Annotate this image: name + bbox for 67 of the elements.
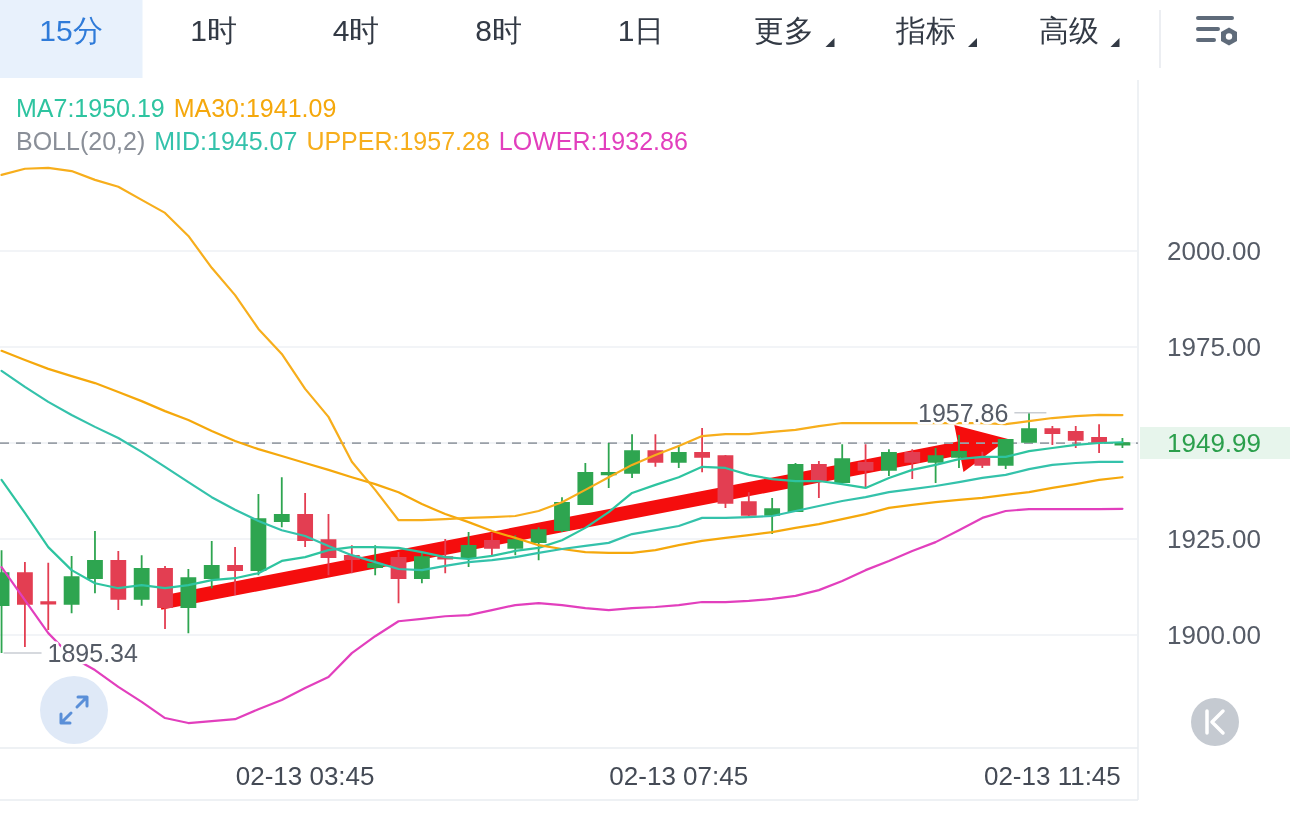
text: 15分 [39,13,103,47]
candlestick [1091,423,1107,454]
candlestick [670,444,687,469]
y-tick-label: 1949.99 [1167,428,1261,459]
annotation: BOLL(20,2) [16,127,146,155]
candlestick [927,447,944,484]
candlestick [951,434,967,469]
line-series [0,349,1124,554]
candlestick [881,448,897,477]
line-series [0,166,1124,522]
candlestick [484,531,500,557]
candlestick [577,462,594,505]
candlestick [904,448,921,481]
candlestick [810,460,827,499]
text: MA30:1941.09 [173,94,337,122]
y-tick-label: 2000.00 [1167,235,1261,266]
text: 4时 [332,13,380,47]
candlestick [157,565,173,630]
candlestick [40,561,57,631]
text: 高级 [1038,13,1099,47]
y-tick-label: 1925.00 [1167,524,1261,555]
candlestick [740,491,757,519]
candlestick [110,550,127,611]
candlestick [273,476,290,529]
candlestick [413,551,430,585]
candlestick [367,544,384,577]
annotation: 1957.86 [918,398,1009,427]
text: UPPER:1957.28 [306,127,490,155]
text: 1日 [617,13,665,47]
candlestick [764,497,781,535]
candlestick [997,439,1014,471]
line-series [0,507,1124,725]
text: MA7:1950.19 [16,94,165,122]
y-tick-label: 1900.00 [1167,620,1261,651]
x-tick-label: 02-13 11:45 [983,761,1121,791]
candlestick [717,454,734,509]
candlestick [63,555,80,615]
candlestick [1044,425,1061,446]
text: 8时 [475,13,522,47]
candlestick [180,568,197,635]
text: 指标 [895,13,956,47]
candlestick [17,561,33,648]
candlestick [600,442,617,489]
text: 更多 [753,13,814,47]
candlestick [974,450,991,469]
candlestick [297,492,314,548]
text: MID:1945.07 [154,127,298,155]
x-tick-label: 02-13 07:45 [609,761,749,791]
text: LOWER:1932.86 [498,127,688,155]
x-tick-label: 02-13 03:45 [235,761,375,791]
candlestick [1067,425,1084,449]
candlestick [227,546,243,597]
candlestick [460,531,477,568]
candlestick [554,496,570,534]
candlestick [694,427,711,474]
candlestick [834,443,851,484]
text: 1时 [190,13,237,47]
candlestick [857,443,874,489]
candlestick [507,534,524,557]
candlestick [530,526,547,562]
y-tick-label: 1975.00 [1167,331,1261,362]
candlestick [624,433,640,479]
candlestick [133,554,150,607]
candlestick [250,493,267,577]
candlestick [1021,411,1037,443]
candlestick [87,530,103,595]
candlestick [203,540,220,590]
